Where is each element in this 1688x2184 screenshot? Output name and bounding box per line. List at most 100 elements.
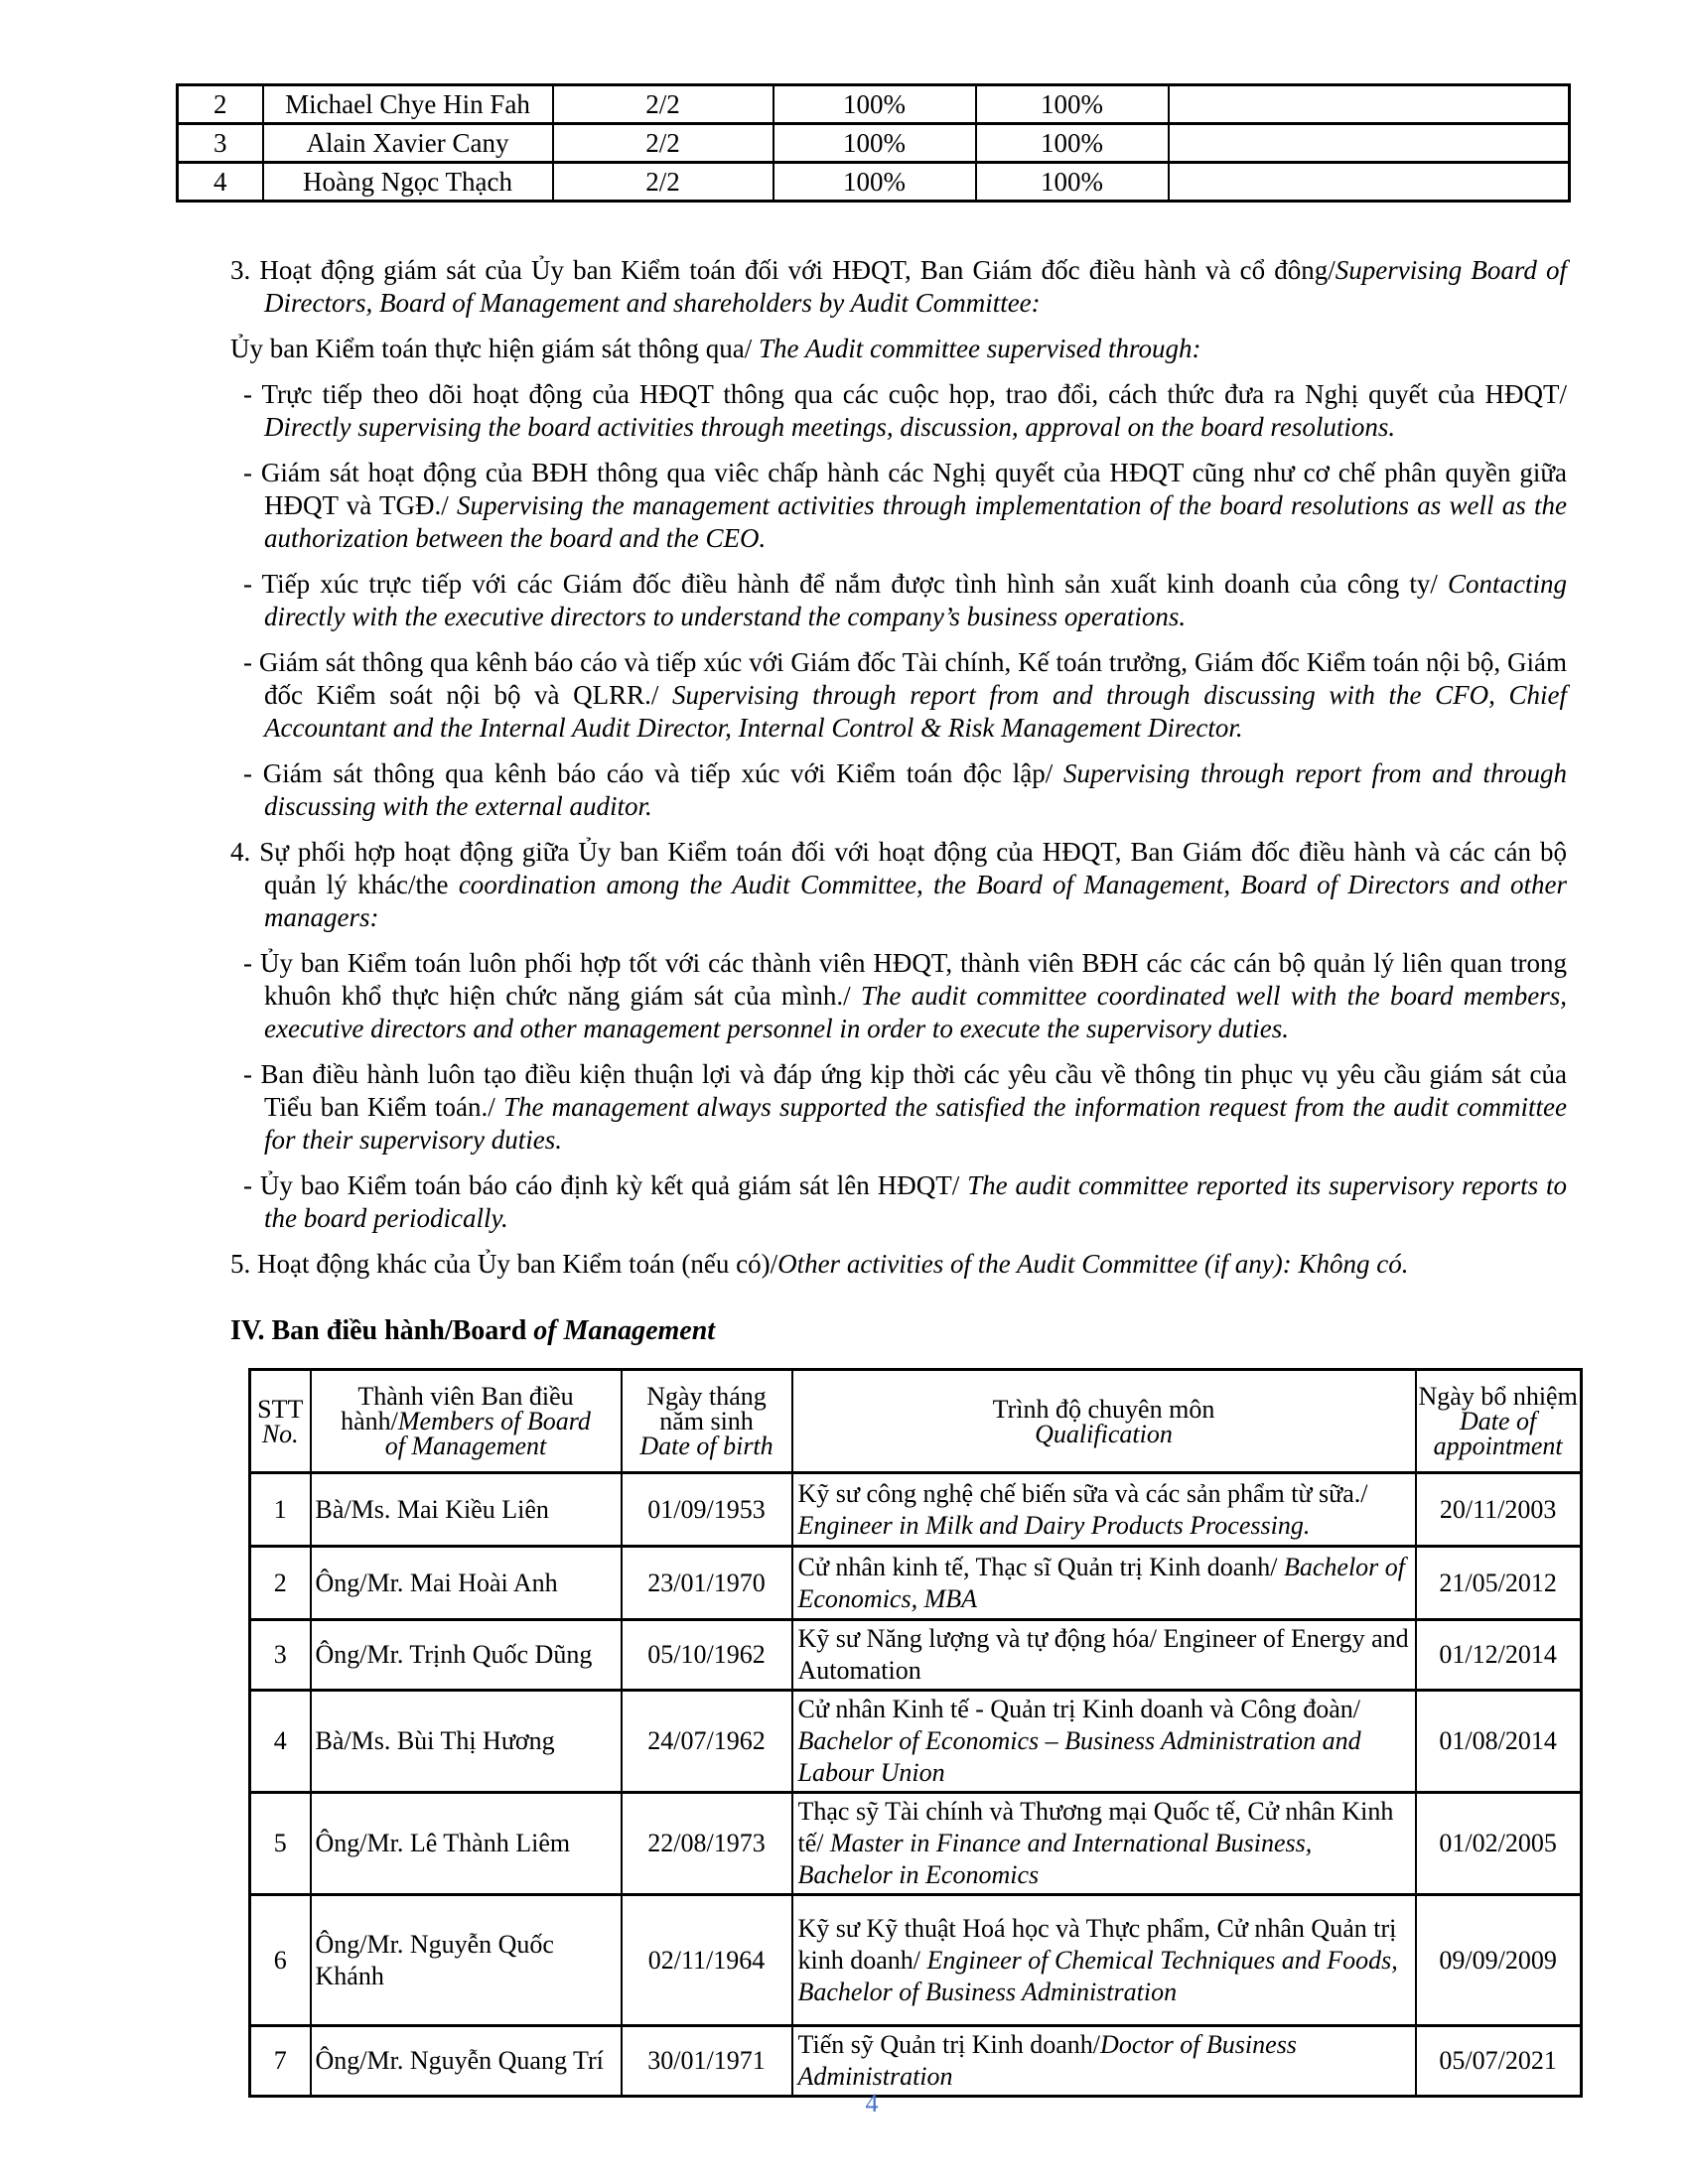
text-segment: - Giám sát thông qua kênh báo cáo và tiế… — [243, 758, 1063, 788]
bullet-report-cfo: - Giám sát thông qua kênh báo cáo và tiế… — [230, 646, 1567, 745]
attendance-table-body: 2 Michael Chye Hin Fah 2/2 100% 100% 3 Alain X… — [176, 83, 1571, 203]
management-cell-name: Ông/Mr. Trịnh Quốc Dũng — [309, 1618, 623, 1692]
attendance-cell-rate2: 100% — [974, 122, 1170, 164]
header-line: Trình độ chuyên môn — [795, 1394, 1413, 1424]
bullet-periodic-report: - Ủy bao Kiểm toán báo cáo định kỳ kết q… — [230, 1169, 1567, 1235]
text-segment: Engineer in Milk and Dairy Products Proc… — [797, 1510, 1311, 1540]
text-segment: IV. Ban điều hành/Board — [230, 1315, 534, 1346]
management-row: 5 Ông/Mr. Lê Thành Liêm 22/08/1973 Thạc sỹ … — [248, 1791, 1583, 1896]
text-segment: - Ủy ban Kiểm toán luôn phối hợp tốt với… — [243, 948, 1567, 1011]
management-cell-name: Ông/Mr. Lê Thành Liêm — [309, 1791, 623, 1896]
management-cell-no: 1 — [248, 1471, 312, 1548]
text-segment: Bachelor of Economics, MBA — [797, 1552, 1406, 1613]
text-segment: Engineer of Chemical Techniques and Food… — [797, 1945, 1398, 2006]
text-segment: năm sinh — [659, 1407, 754, 1435]
header-line: Qualification — [795, 1419, 1413, 1448]
management-cell-dob: 23/01/1970 — [620, 1545, 793, 1621]
text-segment: Qualification — [1035, 1419, 1173, 1448]
text-segment: Cử nhân kinh tế, Thạc sĩ Quản trị Kinh d… — [797, 1552, 1284, 1581]
management-cell-no: 6 — [248, 1893, 312, 2027]
management-cell-dob: 02/11/1964 — [620, 1893, 793, 2027]
management-row: 1 Bà/Ms. Mai Kiều Liên 01/09/1953 Kỹ sư côn… — [248, 1471, 1583, 1548]
management-cell-no: 4 — [248, 1689, 312, 1794]
text-segment: Doctor of Business Administration — [797, 2030, 1297, 2091]
attendance-cell-no: 3 — [176, 122, 264, 164]
management-cell-no: 5 — [248, 1791, 312, 1896]
text-segment: - Giám sát hoạt động của BĐH thông qua v… — [243, 458, 1567, 520]
management-cell-no: 7 — [248, 2024, 312, 2098]
text-segment: of Management — [384, 1432, 547, 1460]
header-line: hành/Members of Board — [314, 1409, 619, 1434]
text-segment: of Management — [533, 1315, 716, 1346]
text-segment: Date of — [1460, 1407, 1537, 1435]
text-segment: - Ban điều hành luôn tạo điều kiện thuận… — [243, 1059, 1567, 1122]
section-4-heading: 4. Sự phối hợp hoạt động giữa Ủy ban Kiể… — [230, 836, 1567, 934]
attendance-cell-note — [1167, 83, 1571, 125]
text-segment: 3. Hoạt động giám sát của Ủy ban Kiểm to… — [230, 255, 1336, 285]
management-row: 2 Ông/Mr. Mai Hoài Anh 23/01/1970 Cử nhân k… — [248, 1545, 1583, 1621]
header-line: Date of — [1419, 1407, 1578, 1435]
management-cell-qualification: Kỹ sư Năng lượng và tự động hóa/ Enginee… — [790, 1618, 1417, 1692]
text-segment: 5. Hoạt động khác của Ủy ban Kiểm toán (… — [230, 1249, 778, 1279]
text-segment: Trình độ chuyên môn — [992, 1394, 1215, 1424]
management-cell-name: Ông/Mr. Nguyễn Quang Trí — [309, 2024, 623, 2098]
management-cell-qualification: Kỹ sư công nghệ chế biến sữa và các sản … — [790, 1471, 1417, 1548]
text-segment: Date of birth — [639, 1432, 774, 1460]
text-segment: Directly supervising the board activitie… — [264, 412, 1396, 442]
text-segment: Kỹ sư công nghệ chế biến sữa và các sản … — [797, 1478, 1368, 1508]
text-segment: Ngày tháng — [646, 1382, 767, 1411]
bullet-bdh-supervision: - Giám sát hoạt động của BĐH thông qua v… — [230, 457, 1567, 555]
management-cell-name: Bà/Ms. Bùi Thị Hương — [309, 1689, 623, 1794]
management-cell-dob: 30/01/1971 — [620, 2024, 793, 2098]
text-segment: Supervising the management activities th… — [264, 490, 1567, 553]
management-header-no: STT No. — [248, 1368, 312, 1474]
header-line: No. — [253, 1421, 308, 1446]
management-cell-qualification: Cử nhân Kinh tế - Quản trị Kinh doanh và… — [790, 1689, 1417, 1794]
management-cell-name: Ông/Mr. Nguyễn Quốc Khánh — [309, 1893, 623, 2027]
bullet-external-auditor: - Giám sát thông qua kênh báo cáo và tiế… — [230, 757, 1567, 823]
text-segment: Supervising through report from and thro… — [264, 758, 1567, 821]
management-cell-dob: 22/08/1973 — [620, 1791, 793, 1896]
attendance-cell-attended: 2/2 — [551, 122, 774, 164]
management-cell-appointed: 01/02/2005 — [1414, 1791, 1583, 1896]
management-header-dob: Ngày tháng năm sinh Date of birth — [620, 1368, 793, 1474]
header-line: Ngày tháng — [625, 1382, 789, 1411]
header-line: STT — [253, 1394, 308, 1424]
attendance-table: 2 Michael Chye Hin Fah 2/2 100% 100% 3 Alain X… — [176, 83, 1571, 203]
attendance-cell-note — [1167, 161, 1571, 203]
management-cell-appointed: 05/07/2021 — [1414, 2024, 1583, 2098]
attendance-cell-rate2: 100% — [974, 161, 1170, 203]
management-row: 3 Ông/Mr. Trịnh Quốc Dũng 05/10/1962 Kỹ sư … — [248, 1618, 1583, 1692]
management-cell-appointed: 20/11/2003 — [1414, 1471, 1583, 1548]
management-row: 4 Bà/Ms. Bùi Thị Hương 24/07/1962 Cử nhân K… — [248, 1689, 1583, 1794]
management-cell-name: Bà/Ms. Mai Kiều Liên — [309, 1471, 623, 1548]
text-segment: Kỹ sư Kỹ thuật Hoá học và Thực phẩm, Cử … — [797, 1913, 1397, 1975]
text-segment: STT — [257, 1394, 304, 1424]
management-cell-no: 2 — [248, 1545, 312, 1621]
management-cell-dob: 24/07/1962 — [620, 1689, 793, 1794]
management-row: 7 Ông/Mr. Nguyễn Quang Trí 30/01/1971 Tiến … — [248, 2024, 1583, 2098]
attendance-cell-no: 4 — [176, 161, 264, 203]
management-header-row: STT No. Thành viên Ban điều hành/Members of… — [248, 1368, 1583, 1474]
section-3-heading: 3. Hoạt động giám sát của Ủy ban Kiểm to… — [230, 254, 1567, 320]
management-cell-appointed: 01/08/2014 — [1414, 1689, 1583, 1794]
management-cell-appointed: 09/09/2009 — [1414, 1893, 1583, 2027]
management-cell-qualification: Kỹ sư Kỹ thuật Hoá học và Thực phẩm, Cử … — [790, 1893, 1417, 2027]
attendance-cell-name: Hoàng Ngọc Thạch — [261, 161, 554, 203]
attendance-cell-rate1: 100% — [772, 122, 977, 164]
bullet-direct-supervision: - Trực tiếp theo dõi hoạt động của HĐQT … — [230, 378, 1567, 444]
text-segment: Ủy ban Kiểm toán thực hiện giám sát thôn… — [230, 334, 760, 363]
attendance-cell-note — [1167, 122, 1571, 164]
management-header-appointed: Ngày bổ nhiệm Date of appointment — [1414, 1368, 1583, 1474]
text-segment: Supervising Board of Directors, Board of… — [264, 255, 1567, 318]
management-cell-qualification: Tiến sỹ Quản trị Kinh doanh/Doctor of Bu… — [790, 2024, 1417, 2098]
text-segment: - Trực tiếp theo dõi hoạt động của HĐQT … — [243, 379, 1567, 409]
header-line: Thành viên Ban điều — [314, 1384, 619, 1410]
text-segment: Bachelor of Economics – Business Adminis… — [797, 1726, 1361, 1787]
text-segment: Cử nhân Kinh tế - Quản trị Kinh doanh và… — [797, 1695, 1361, 1723]
management-table: STT No. Thành viên Ban điều hành/Members of… — [248, 1368, 1583, 2098]
management-table-body: 1 Bà/Ms. Mai Kiều Liên 01/09/1953 Kỹ sư côn… — [248, 1471, 1583, 2098]
header-line: Ngày bổ nhiệm — [1419, 1384, 1578, 1410]
management-cell-qualification: Thạc sỹ Tài chính và Thương mại Quốc tế,… — [790, 1791, 1417, 1896]
